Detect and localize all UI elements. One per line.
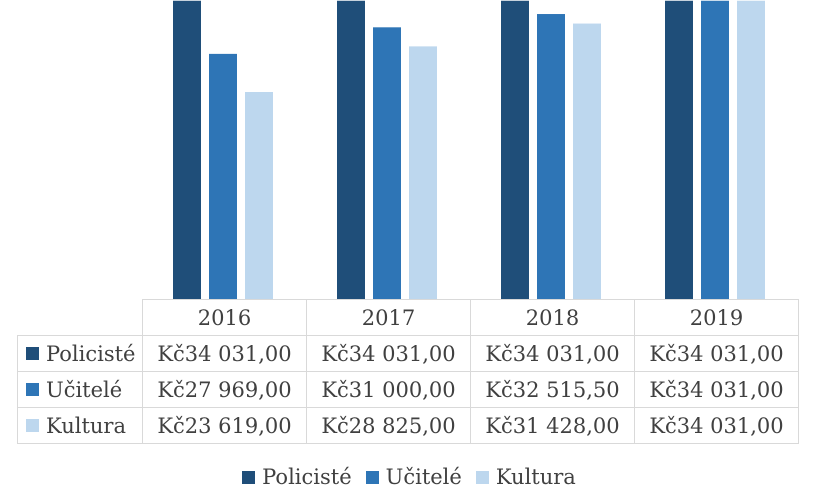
bar-2019-1	[701, 0, 729, 300]
table-cell: Kč34 031,00	[634, 335, 799, 372]
bar-2016-2	[245, 92, 273, 299]
series-name: Kultura	[46, 413, 126, 438]
legend-swatch	[475, 470, 489, 484]
table-cell: Kč34 031,00	[470, 335, 635, 372]
series-swatch	[26, 418, 39, 432]
bar-2018-0	[501, 0, 529, 300]
table-row-header: Kultura	[17, 407, 143, 444]
table-cell: Kč23 619,00	[142, 407, 307, 444]
bar-2016-0	[173, 0, 201, 300]
series-swatch	[26, 382, 39, 396]
series-swatch	[26, 346, 39, 360]
table-cell: Kč31 000,00	[306, 371, 471, 408]
table-row: Policisté Kč34 031,00 Kč34 031,00 Kč34 0…	[17, 335, 799, 372]
bar-chart	[173, 0, 765, 300]
chart-plot-area	[173, 0, 765, 300]
data-table: 2016 2017 2018 2019 Policisté Kč34 031,0…	[17, 299, 799, 444]
bar-2019-2	[737, 0, 765, 300]
bar-2017-1	[373, 27, 401, 300]
bar-2017-2	[409, 46, 437, 300]
table-year-header: 2019	[634, 299, 799, 336]
table-corner	[17, 299, 143, 336]
chart-legend: Policisté Učitelé Kultura	[0, 462, 818, 492]
legend-label: Kultura	[495, 465, 576, 489]
bar-2019-0	[665, 0, 693, 300]
bar-2016-1	[209, 53, 237, 299]
table-cell: Kč34 031,00	[142, 335, 307, 372]
table-row: Učitelé Kč27 969,00 Kč31 000,00 Kč32 515…	[17, 371, 799, 408]
legend-swatch	[242, 470, 256, 484]
table-cell: Kč34 031,00	[634, 407, 799, 444]
table-cell: Kč31 428,00	[470, 407, 635, 444]
legend-label: Policisté	[262, 465, 352, 489]
table-row: Kultura Kč23 619,00 Kč28 825,00 Kč31 428…	[17, 407, 799, 444]
series-name: Policisté	[46, 341, 136, 366]
table-row-header: Učitelé	[17, 371, 143, 408]
series-name: Učitelé	[46, 377, 123, 402]
legend-item: Policisté	[242, 465, 352, 489]
table-cell: Kč34 031,00	[306, 335, 471, 372]
table-cell: Kč27 969,00	[142, 371, 307, 408]
table-year-header: 2016	[142, 299, 307, 336]
legend-item: Učitelé	[365, 465, 462, 489]
legend-label: Učitelé	[385, 465, 462, 489]
table-year-header: 2018	[470, 299, 635, 336]
table-cell: Kč32 515,50	[470, 371, 635, 408]
table-cell: Kč34 031,00	[634, 371, 799, 408]
table-cell: Kč28 825,00	[306, 407, 471, 444]
bar-2018-1	[537, 14, 565, 300]
table-header-row: 2016 2017 2018 2019	[17, 299, 799, 336]
table-row-header: Policisté	[17, 335, 143, 372]
bar-2017-0	[337, 0, 365, 300]
legend-item: Kultura	[475, 465, 576, 489]
table-year-header: 2017	[306, 299, 471, 336]
legend-swatch	[365, 470, 379, 484]
bar-2018-2	[573, 23, 601, 299]
